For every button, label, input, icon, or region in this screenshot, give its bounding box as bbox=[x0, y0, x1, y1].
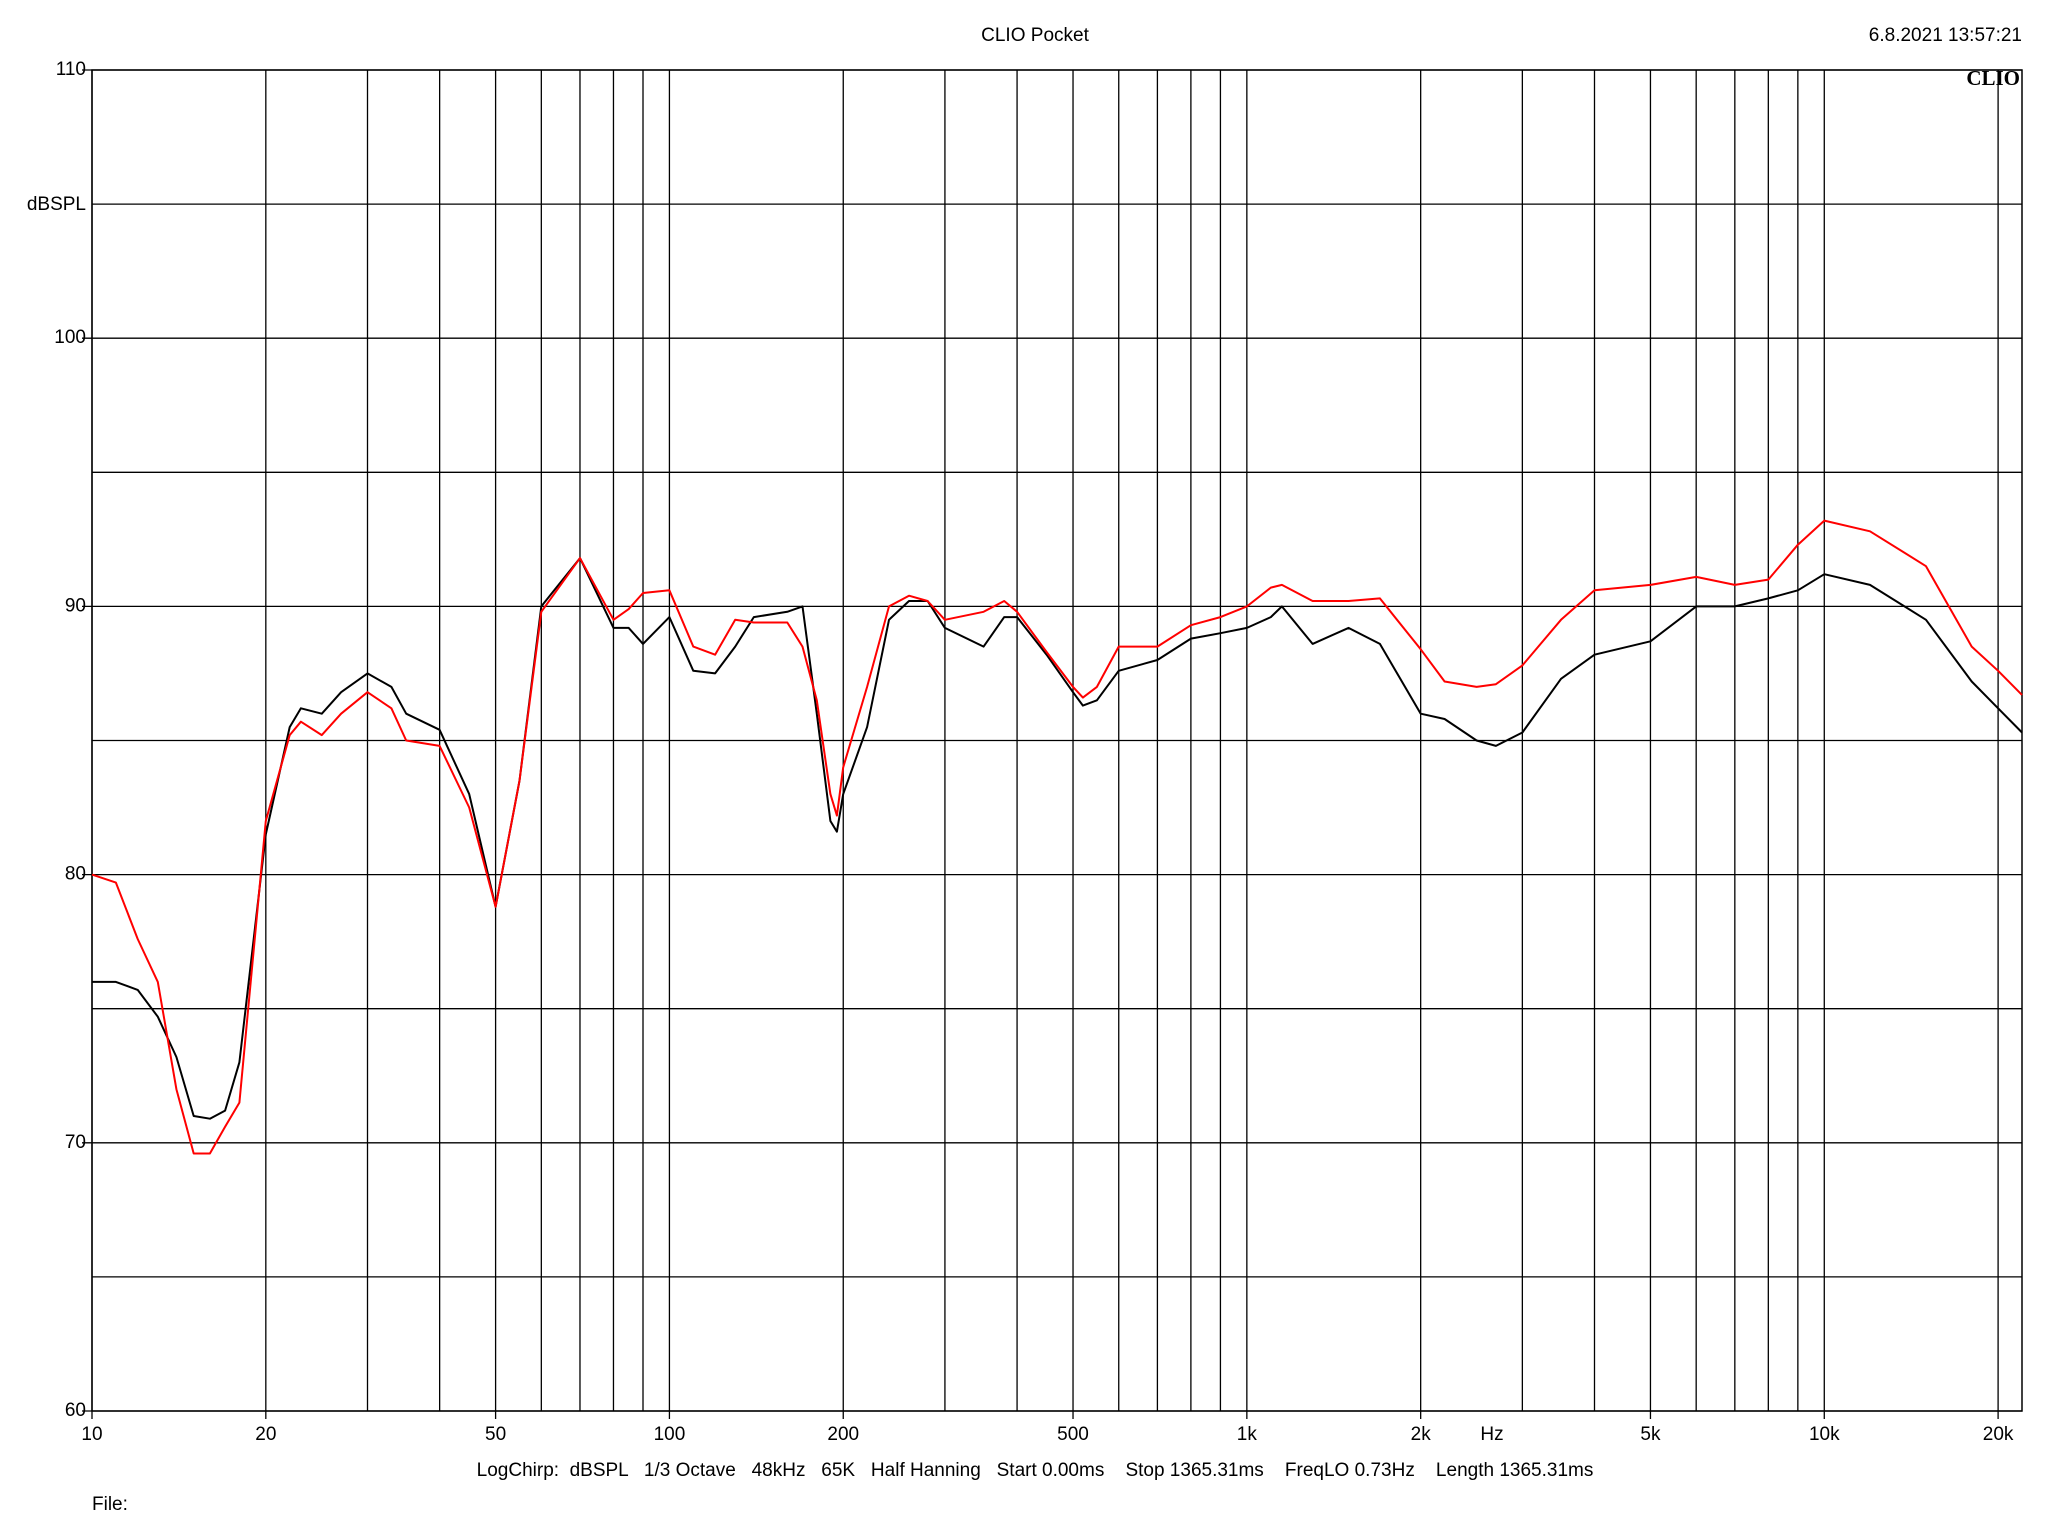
x-tick-label: 20 bbox=[255, 1424, 276, 1445]
chart-title: CLIO Pocket bbox=[981, 25, 1089, 46]
y-axis-label: dBSPL bbox=[27, 194, 86, 215]
x-tick-label: 10k bbox=[1809, 1424, 1840, 1445]
x-tick-label: 500 bbox=[1057, 1424, 1089, 1445]
x-tick-label: 50 bbox=[485, 1424, 506, 1445]
plot-frame bbox=[91, 69, 2023, 1412]
x-tick-label: 20k bbox=[1983, 1424, 2014, 1445]
x-tick-label: 5k bbox=[1640, 1424, 1661, 1445]
x-tick-label: 200 bbox=[827, 1424, 859, 1445]
x-tick-label: 10 bbox=[81, 1424, 102, 1445]
data-line bbox=[92, 557, 2023, 1120]
y-tick-label: 70 bbox=[65, 1132, 86, 1153]
y-tick-label: 110 bbox=[56, 59, 86, 80]
data-line bbox=[91, 519, 2023, 1155]
timestamp: 6.8.2021 13:57:21 bbox=[1869, 25, 2022, 46]
footer: LogChirp: dBSPL 1/3 Octave 48kHz 65K Hal… bbox=[477, 1460, 1594, 1481]
x-tick-label: 100 bbox=[654, 1424, 686, 1445]
y-tick-label: 80 bbox=[65, 864, 86, 885]
file-label: File: bbox=[92, 1494, 128, 1515]
x-tick-label: 1k bbox=[1237, 1424, 1258, 1445]
y-tick-label: 90 bbox=[65, 595, 86, 616]
x-tick-label: 2k bbox=[1411, 1424, 1432, 1445]
y-tick-label: 100 bbox=[54, 327, 86, 348]
y-tick-label: 60 bbox=[65, 1400, 86, 1421]
x-axis-label: Hz bbox=[1480, 1424, 1503, 1445]
